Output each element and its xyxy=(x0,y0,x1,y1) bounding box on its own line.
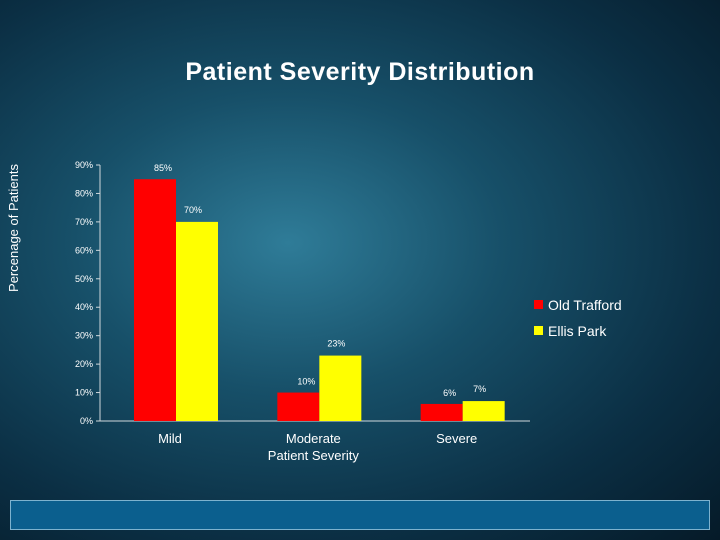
y-tick-label: 0% xyxy=(80,416,93,426)
data-label: 85% xyxy=(154,163,172,173)
x-axis-title: Patient Severity xyxy=(268,448,360,463)
bar-ellis-park-mild xyxy=(176,221,218,421)
bar-ellis-park-severe xyxy=(462,401,505,421)
data-label: 10% xyxy=(297,377,315,387)
bar-old-trafford-mild xyxy=(134,179,176,421)
data-label: 7% xyxy=(473,384,486,394)
y-tick-label: 30% xyxy=(75,331,93,341)
legend-label: Ellis Park xyxy=(548,323,607,339)
y-tick-label: 80% xyxy=(75,188,93,198)
x-tick-label: Mild xyxy=(158,431,182,446)
data-label: 6% xyxy=(443,388,456,398)
y-tick-label: 10% xyxy=(75,388,93,398)
bar-old-trafford-severe xyxy=(420,403,463,421)
y-tick-label: 20% xyxy=(75,359,93,369)
footer-bar xyxy=(10,500,710,530)
chart-title: Patient Severity Distribution xyxy=(185,58,535,86)
legend-label: Old Trafford xyxy=(548,297,622,313)
y-tick-label: 90% xyxy=(75,160,93,170)
data-label: 23% xyxy=(327,339,345,349)
bar-old-trafford-moderate xyxy=(277,392,320,421)
y-tick-label: 60% xyxy=(75,245,93,255)
data-label: 70% xyxy=(184,205,202,215)
y-tick-label: 50% xyxy=(75,274,93,284)
legend-swatch-ellis-park xyxy=(534,326,543,335)
y-tick-label: 70% xyxy=(75,217,93,227)
bar-ellis-park-moderate xyxy=(319,355,362,421)
x-tick-label: Severe xyxy=(436,431,477,446)
legend-swatch-old-trafford xyxy=(534,300,543,309)
y-tick-label: 40% xyxy=(75,302,93,312)
x-tick-label: Moderate xyxy=(286,431,341,446)
